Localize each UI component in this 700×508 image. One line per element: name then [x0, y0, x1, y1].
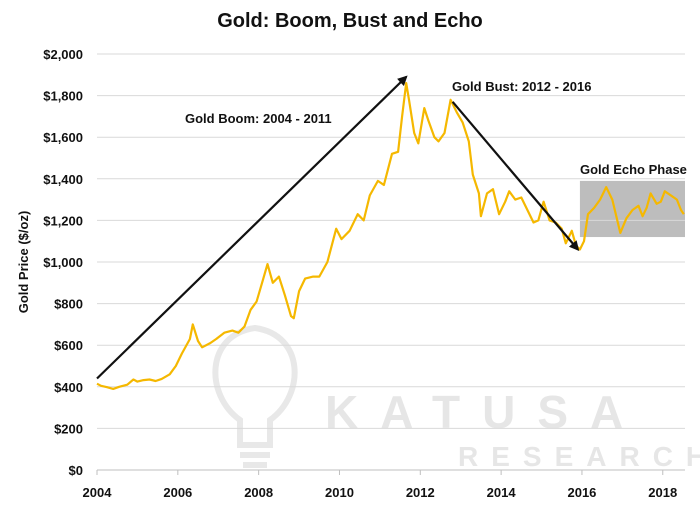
boom-arrow [96, 75, 408, 380]
y-tick-label: $1,000 [43, 255, 83, 270]
y-tick-label: $1,400 [43, 172, 83, 187]
watermark-title: KATUSA [325, 386, 645, 438]
y-tick-label: $800 [54, 297, 83, 312]
gold-price-line [96, 81, 685, 390]
y-axis-label: Gold Price ($/oz) [16, 211, 31, 314]
y-tick-label: $600 [54, 338, 83, 353]
grid [97, 53, 685, 429]
x-axis-ticks: 2004 2006 2008 2010 2012 2014 2016 2018 [83, 470, 677, 500]
bust-label: Gold Bust: 2012 - 2016 [452, 79, 591, 94]
watermark: KATUSA RESEARCH [212, 324, 700, 472]
echo-label: Gold Echo Phase [580, 162, 687, 177]
x-tick-label: 2004 [83, 485, 113, 500]
y-tick-label: $1,800 [43, 89, 83, 104]
y-tick-label: $0 [69, 463, 83, 478]
watermark-logo-icon [212, 324, 298, 468]
x-tick-label: 2006 [163, 485, 192, 500]
x-tick-label: 2014 [487, 485, 517, 500]
boom-label: Gold Boom: 2004 - 2011 [185, 111, 332, 126]
x-tick-label: 2008 [244, 485, 273, 500]
y-tick-label: $400 [54, 380, 83, 395]
x-tick-label: 2010 [325, 485, 354, 500]
x-tick-label: 2016 [567, 485, 596, 500]
y-tick-label: $2,000 [43, 47, 83, 62]
x-tick-label: 2012 [406, 485, 435, 500]
y-tick-label: $1,600 [43, 130, 83, 145]
x-tick-label: 2018 [648, 485, 677, 500]
chart-title: Gold: Boom, Bust and Echo [217, 10, 483, 32]
y-tick-label: $1,200 [43, 213, 83, 228]
y-axis-ticks: $0 $200 $400 $600 $800 $1,000 $1,200 $1,400 $1,6… [43, 47, 83, 478]
y-tick-label: $200 [54, 421, 83, 436]
watermark-subtitle: RESEARCH [458, 441, 700, 472]
bust-arrow [451, 101, 580, 252]
